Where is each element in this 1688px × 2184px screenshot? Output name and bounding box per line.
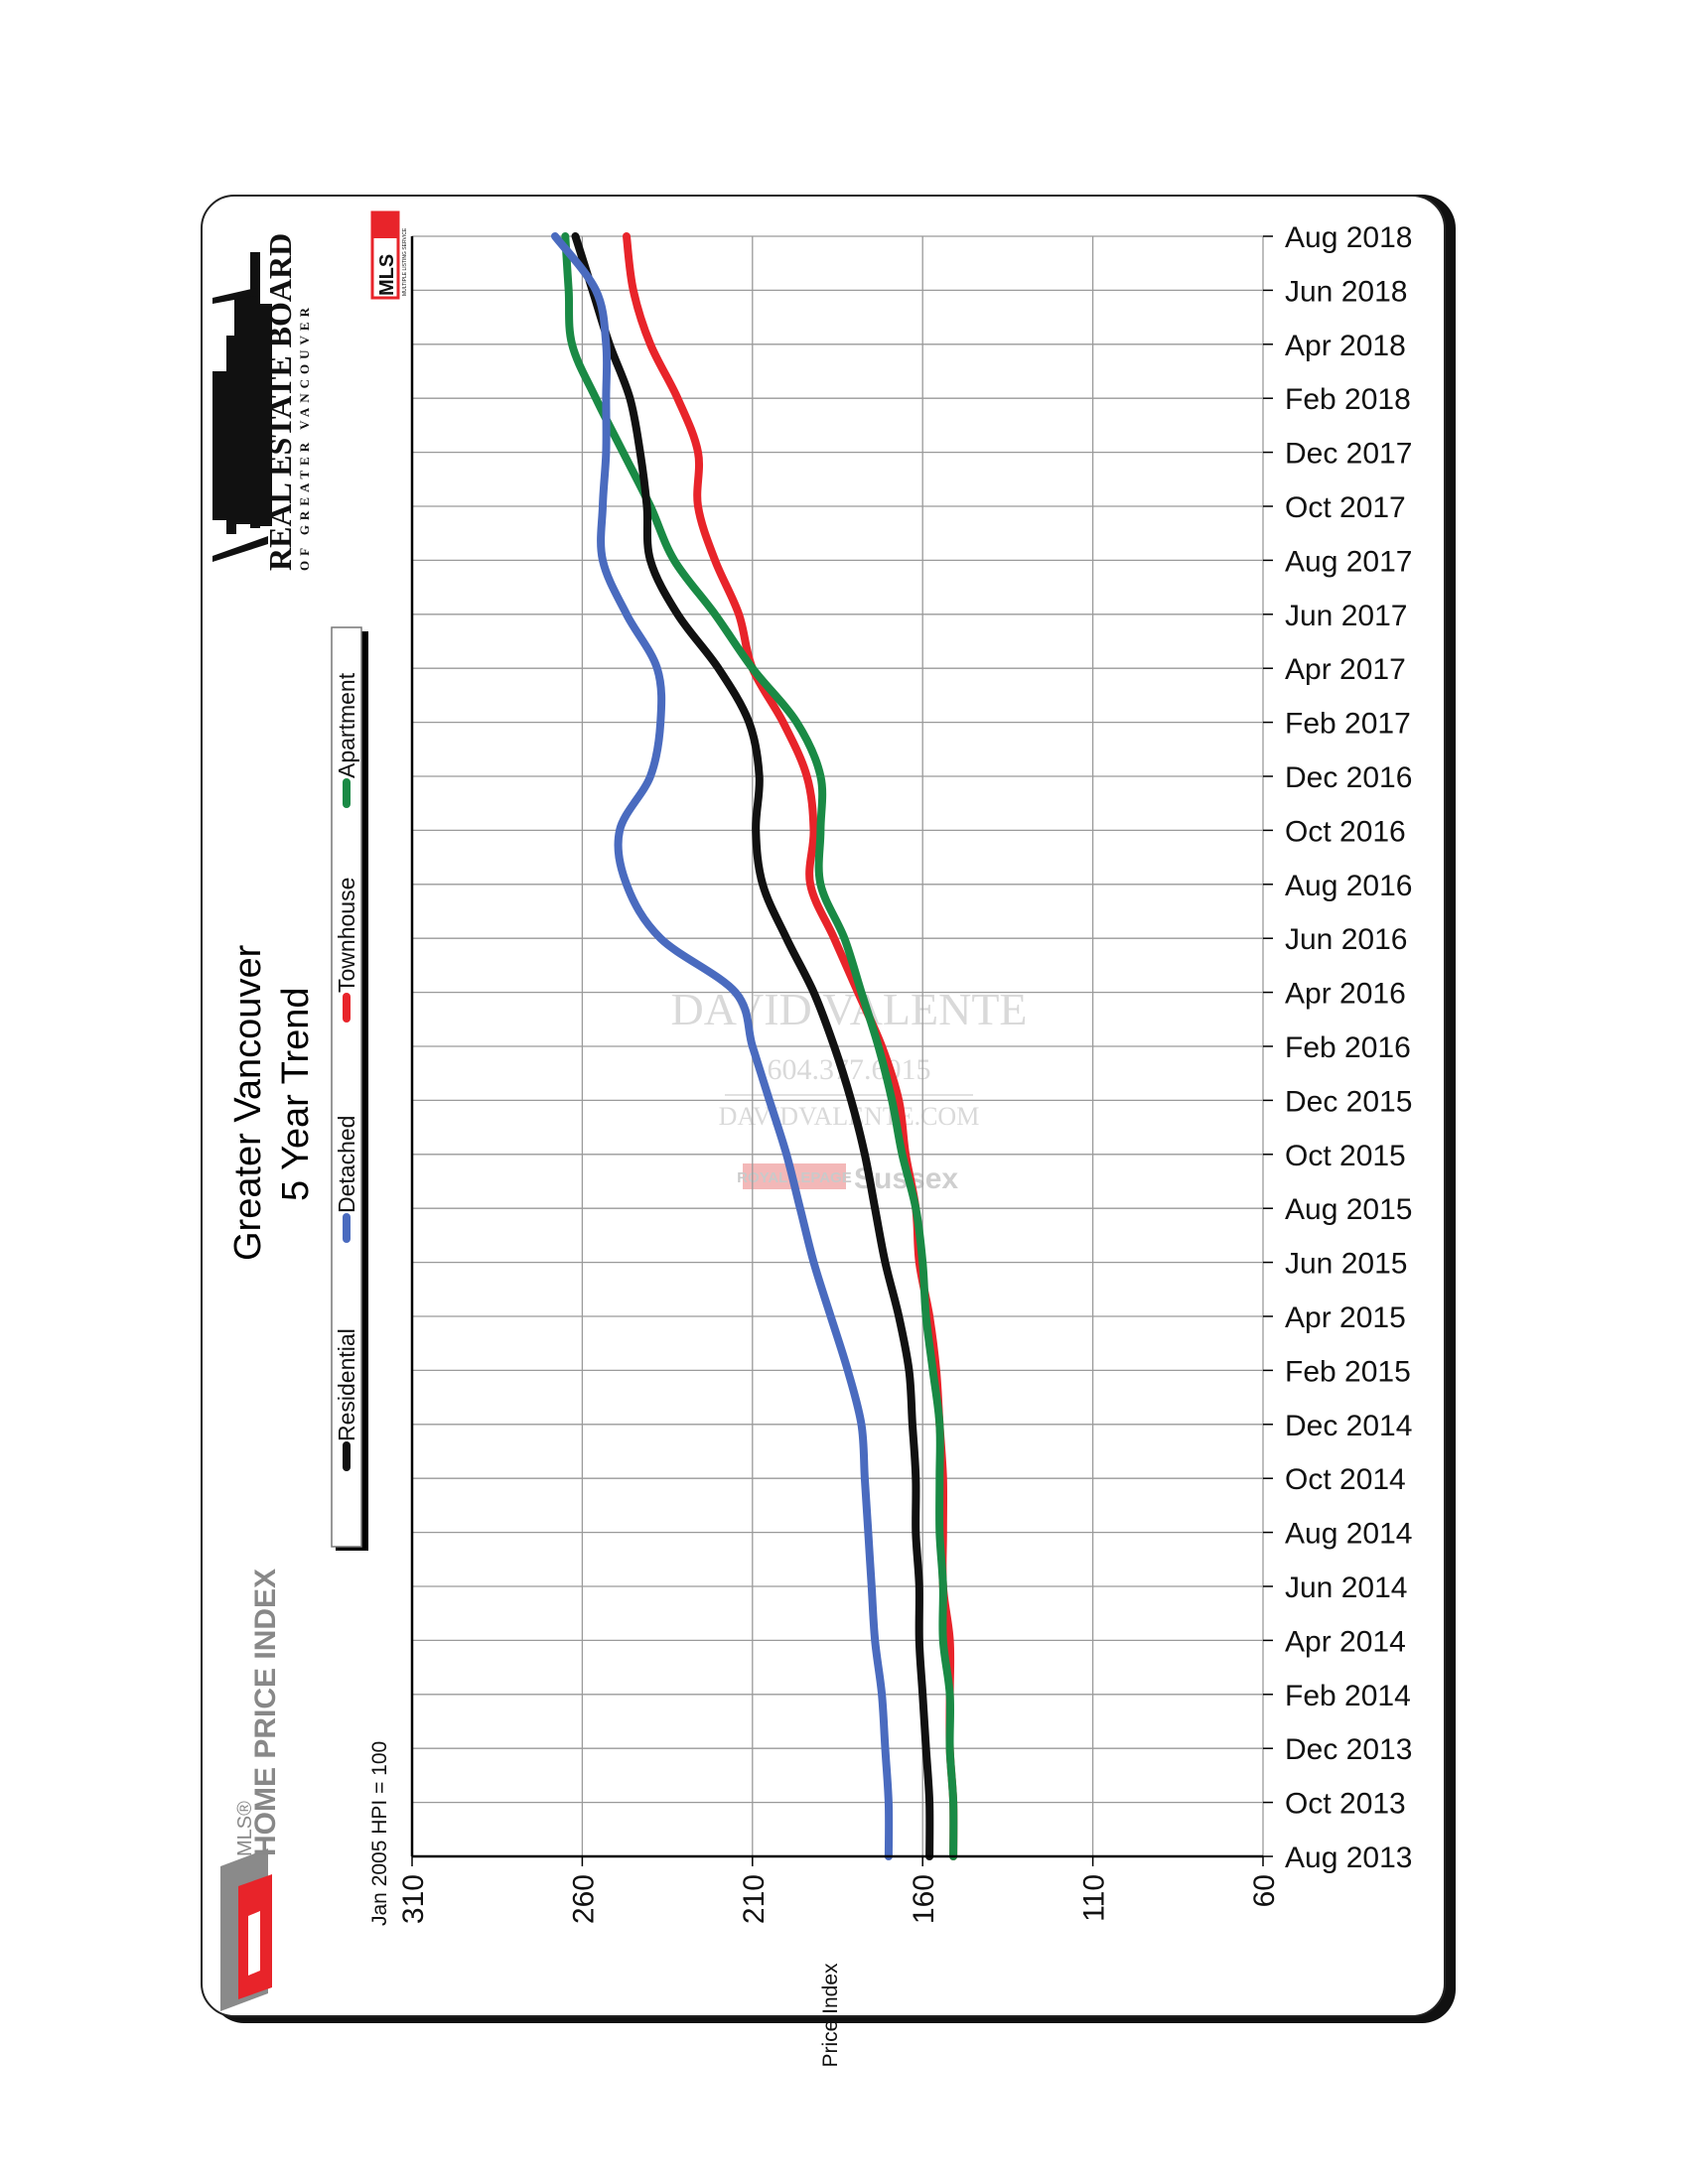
mls-logo-red [372, 212, 398, 238]
time-label: Jun 2015 [1285, 1248, 1407, 1281]
base-note: Jan 2005 HPI = 100 [368, 1741, 391, 1926]
value-label: 60 [1248, 1874, 1281, 1907]
value-label: 310 [397, 1874, 430, 1924]
mls-logo: MLS MULTIPLE LISTING SERVICE [370, 210, 408, 300]
time-label: Jun 2014 [1285, 1571, 1407, 1604]
chart-title: Greater Vancouver [227, 944, 269, 1261]
plot-frame [410, 235, 1273, 1866]
time-label: Oct 2016 [1285, 815, 1406, 848]
time-label: Dec 2017 [1285, 438, 1412, 471]
value-label: 160 [908, 1874, 940, 1924]
hpi-logo-white [248, 1911, 260, 1976]
time-label: Apr 2015 [1285, 1301, 1406, 1334]
time-label: Apr 2016 [1285, 978, 1406, 1011]
time-label: Dec 2014 [1285, 1410, 1412, 1442]
time-label: Apr 2017 [1285, 653, 1406, 686]
hpi-brand-mls: MLS® [234, 1801, 256, 1856]
legend-label-detached: Detached [334, 1116, 359, 1213]
time-label: Feb 2017 [1285, 708, 1411, 741]
time-label: Jun 2016 [1285, 923, 1407, 956]
time-label: Aug 2017 [1285, 545, 1412, 578]
skyline-icon [212, 252, 272, 562]
time-label: Aug 2018 [1285, 221, 1412, 254]
time-label: Oct 2015 [1285, 1140, 1406, 1172]
mls-logo-text: MLS [376, 254, 398, 296]
time-label: Aug 2016 [1285, 870, 1412, 902]
series-line-residential [571, 232, 934, 1860]
watermark-name: DAVID VALENTE [670, 984, 1027, 1034]
hpi-brand-name: HOME PRICE INDEX [249, 1569, 282, 1856]
time-label: Aug 2015 [1285, 1193, 1412, 1226]
mls-logo-sub: MULTIPLE LISTING SERVICE [402, 227, 408, 296]
time-label: Aug 2013 [1285, 1842, 1412, 1874]
hpi-logo: MLS® HOME PRICE INDEX [220, 1569, 282, 2011]
time-label: Oct 2014 [1285, 1463, 1406, 1496]
time-label: Dec 2013 [1285, 1733, 1412, 1766]
time-label: Apr 2014 [1285, 1625, 1406, 1658]
time-label: Jun 2017 [1285, 600, 1407, 632]
time-label: Feb 2015 [1285, 1355, 1411, 1388]
time-axis-labels: Aug 2013 Oct 2013 Dec 2013 Feb 2014 Apr 2014… [1285, 221, 1412, 1874]
value-label: 110 [1078, 1874, 1111, 1922]
time-label: Feb 2016 [1285, 1031, 1411, 1064]
time-label: Oct 2013 [1285, 1788, 1406, 1821]
chart-card [201, 195, 1446, 2017]
legend-label-townhouse: Townhouse [334, 878, 359, 993]
time-label: Feb 2018 [1285, 383, 1411, 416]
value-axis-labels: 310 260 210 160 110 60 [397, 1874, 1281, 1924]
time-label: Feb 2014 [1285, 1680, 1411, 1712]
time-label: Dec 2016 [1285, 761, 1412, 794]
reb-logo: REAL ESTATE BOARD OF GREATER VANCOUVER [212, 233, 312, 571]
time-label: Oct 2017 [1285, 491, 1406, 524]
reb-board-sub: OF GREATER VANCOUVER [297, 303, 312, 571]
chart-subtitle: 5 Year Trend [275, 987, 317, 1201]
axis-label: Price Index [819, 1963, 842, 2068]
value-label: 260 [567, 1874, 600, 1924]
legend-label-residential: Residential [334, 1328, 359, 1441]
series-layer [551, 232, 958, 1860]
value-label: 210 [738, 1874, 771, 1924]
time-label: Aug 2014 [1285, 1518, 1412, 1551]
time-label: Apr 2018 [1285, 330, 1406, 362]
legend-label-apartment: Apartment [334, 672, 359, 778]
legend: Residential Detached Townhouse Apartment [331, 626, 368, 1551]
reb-board-name: REAL ESTATE BOARD [262, 233, 298, 571]
time-label: Dec 2015 [1285, 1085, 1412, 1118]
grid [411, 235, 1264, 1857]
series-line-detached [551, 232, 894, 1860]
time-label: Jun 2018 [1285, 275, 1407, 308]
